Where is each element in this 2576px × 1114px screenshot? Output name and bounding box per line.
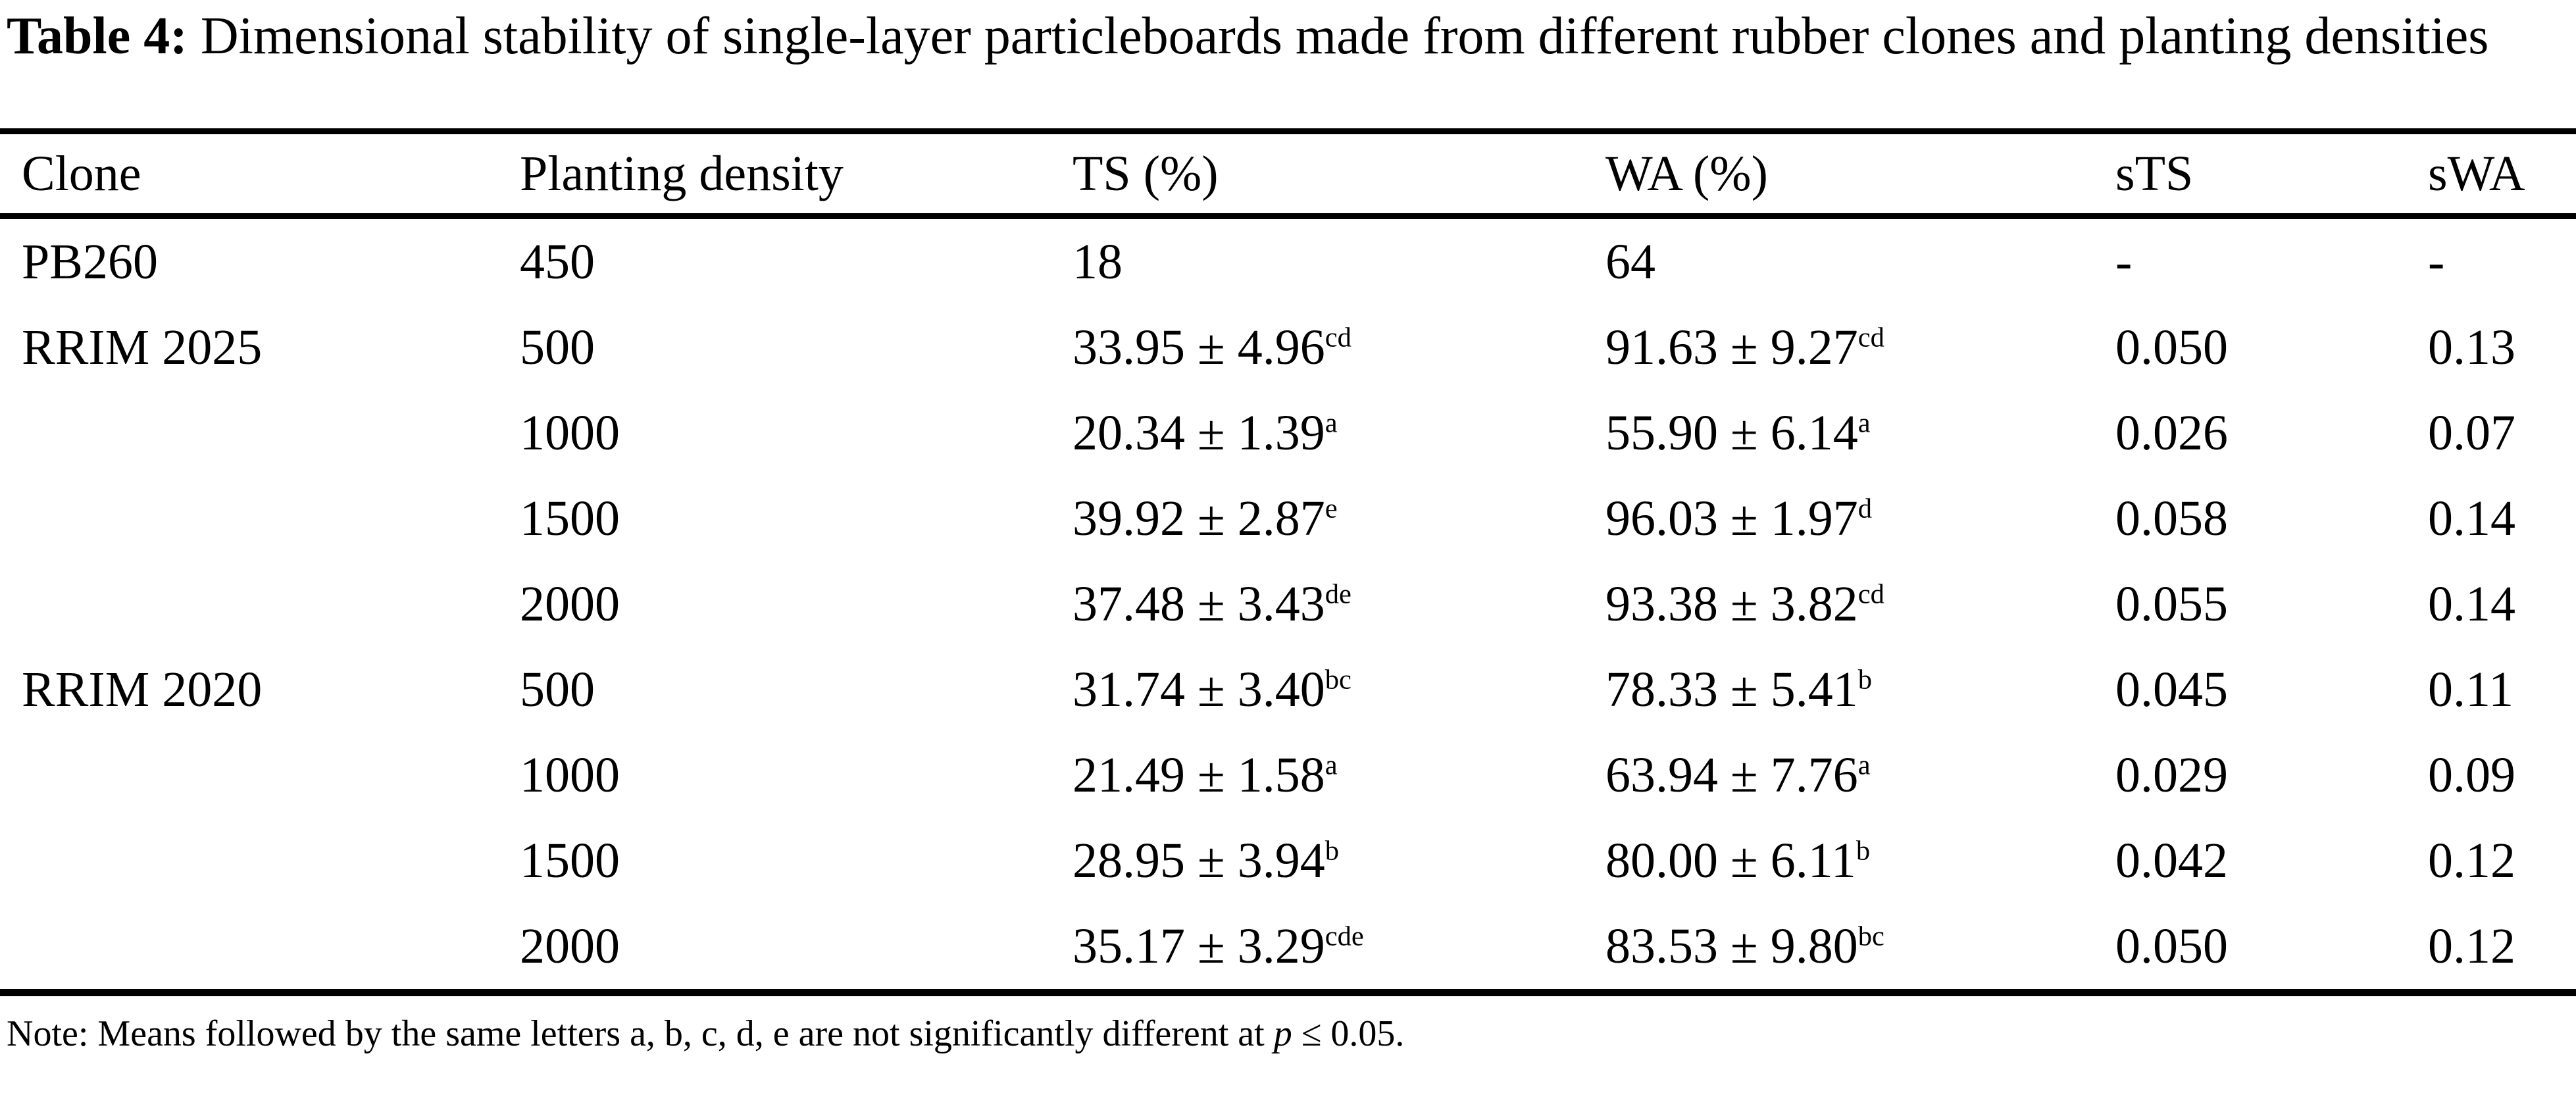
cell-ts: 35.17 ± 3.29cde	[1073, 919, 1364, 974]
cell-wa: 96.03 ± 1.97d	[1605, 491, 1872, 546]
significance-letters: de	[1325, 578, 1351, 610]
cell-ts: 21.49 ± 1.58a	[1073, 747, 1338, 803]
cell-clone	[22, 903, 520, 989]
cell-wa: 80.00 ± 6.11b	[1605, 833, 1871, 888]
cell-clone	[22, 476, 520, 561]
cell-planting-density: 1500	[520, 491, 620, 546]
cell-clone	[22, 390, 520, 476]
cell-wa: 78.33 ± 5.41b	[1605, 662, 1872, 717]
significance-letters: bc	[1857, 921, 1884, 952]
significance-letters: cd	[1857, 322, 1884, 353]
cell-sts: 0.042	[2115, 833, 2228, 888]
cell-planting-density: 1000	[520, 405, 620, 461]
significance-letters: a	[1325, 407, 1338, 439]
significance-letters: e	[1325, 493, 1338, 524]
cell-clone	[22, 561, 520, 647]
table-note-text: Note: Means followed by the same letters…	[7, 1013, 1274, 1054]
cell-ts: 20.34 ± 1.39a	[1073, 405, 1338, 461]
cell-wa: 63.94 ± 7.76a	[1605, 747, 1871, 803]
cell-wa: 91.63 ± 9.27cd	[1605, 320, 1884, 375]
table-note: Note: Means followed by the same letters…	[0, 996, 2576, 1057]
cell-wa: 64	[1605, 234, 1655, 290]
column-header-sts: sTS	[2115, 146, 2194, 201]
cell-sts: 0.050	[2115, 320, 2228, 375]
cell-planting-density: 1000	[520, 747, 620, 803]
cell-planting-density: 500	[520, 320, 595, 375]
table-note-p-symbol: p	[1273, 1013, 1292, 1054]
cell-sts: 0.029	[2115, 747, 2228, 803]
cell-ts: 31.74 ± 3.40bc	[1073, 662, 1351, 717]
significance-letters: cde	[1325, 921, 1364, 952]
column-header-swa: sWA	[2428, 146, 2525, 201]
cell-ts: 37.48 ± 3.43de	[1073, 576, 1351, 632]
cell-swa: 0.09	[2428, 747, 2515, 803]
table-note-threshold: ≤ 0.05.	[1292, 1013, 1405, 1054]
column-header-planting-density: Planting density	[520, 146, 844, 201]
significance-letters: b	[1857, 664, 1872, 696]
table-caption-label: Table 4:	[7, 7, 188, 65]
cell-planting-density: 1500	[520, 833, 620, 888]
cell-planting-density: 500	[520, 662, 595, 717]
significance-letters: a	[1857, 749, 1871, 781]
cell-swa: 0.12	[2428, 833, 2515, 888]
cell-clone	[22, 818, 520, 903]
table-top-rule	[0, 128, 2576, 134]
cell-swa: 0.07	[2428, 405, 2515, 461]
table-caption-text: Dimensional stability of single-layer pa…	[187, 7, 2489, 65]
significance-letters: cd	[1857, 578, 1884, 610]
cell-clone: RRIM 2025	[22, 320, 263, 375]
significance-letters: d	[1857, 493, 1872, 524]
column-header-ts: TS (%)	[1073, 146, 1219, 201]
table-caption: Table 4: Dimensional stability of single…	[0, 0, 2576, 68]
cell-clone: RRIM 2020	[22, 662, 263, 717]
cell-clone: PB260	[22, 234, 158, 290]
cell-wa: 55.90 ± 6.14a	[1605, 405, 1871, 461]
significance-letters: cd	[1325, 322, 1351, 353]
significance-letters: bc	[1325, 664, 1351, 696]
table-body: PB260 450 18 64 - - RRIM 2025 500 33.95 ± 4.96cd…	[0, 219, 2576, 989]
significance-letters: b	[1856, 835, 1871, 867]
cell-sts: 0.050	[2115, 919, 2228, 974]
table-header-row: Clone Planting density TS (%) WA (%) sTS…	[0, 134, 2576, 213]
cell-swa: 0.14	[2428, 576, 2515, 632]
cell-planting-density: 2000	[520, 919, 620, 974]
cell-ts: 39.92 ± 2.87e	[1073, 491, 1338, 546]
cell-swa: 0.13	[2428, 320, 2515, 375]
significance-letters: a	[1325, 749, 1338, 781]
cell-swa: 0.11	[2428, 662, 2514, 717]
table-bottom-rule	[0, 989, 2576, 996]
cell-wa: 83.53 ± 9.80bc	[1605, 919, 1884, 974]
cell-sts: 0.055	[2115, 576, 2228, 632]
significance-letters: a	[1857, 407, 1871, 439]
cell-swa: 0.14	[2428, 491, 2515, 546]
cell-ts: 28.95 ± 3.94b	[1073, 833, 1339, 888]
cell-sts: 0.045	[2115, 662, 2228, 717]
significance-letters: b	[1325, 835, 1339, 867]
column-header-wa: WA (%)	[1605, 146, 1768, 201]
cell-ts: 18	[1073, 234, 1123, 290]
cell-swa: 0.12	[2428, 919, 2515, 974]
cell-sts: 0.026	[2115, 405, 2228, 461]
cell-sts: 0.058	[2115, 491, 2228, 546]
cell-planting-density: 450	[520, 234, 595, 290]
cell-ts: 33.95 ± 4.96cd	[1073, 320, 1351, 375]
table-header-rule	[0, 213, 2576, 219]
cell-sts: -	[2115, 234, 2133, 290]
cell-swa: -	[2428, 234, 2445, 290]
cell-clone	[22, 732, 520, 818]
cell-planting-density: 2000	[520, 576, 620, 632]
cell-wa: 93.38 ± 3.82cd	[1605, 576, 1884, 632]
column-header-clone: Clone	[22, 146, 141, 201]
